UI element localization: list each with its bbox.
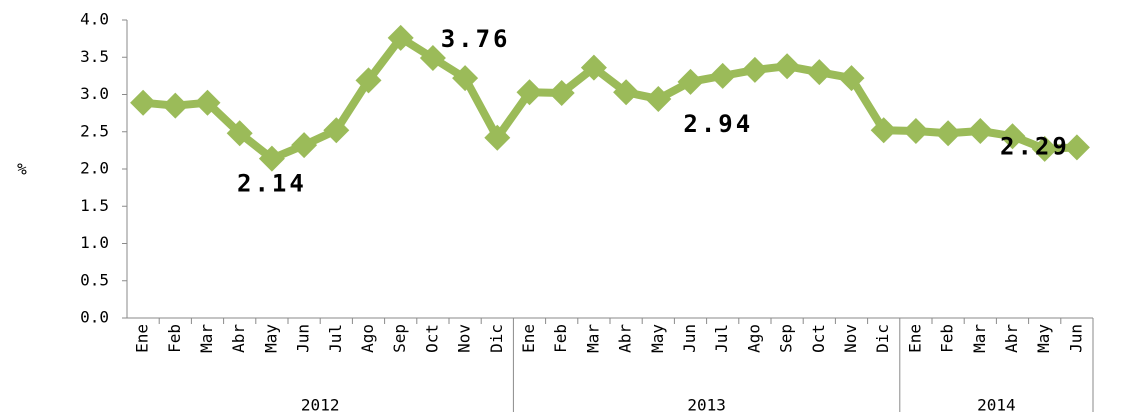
marker	[645, 85, 672, 112]
x-tick-label: Feb	[551, 324, 570, 353]
y-tick-label: 0.0	[80, 308, 109, 327]
marker	[548, 80, 575, 107]
x-tick-label: Dic	[487, 324, 506, 353]
y-tick-label: 4.0	[80, 10, 109, 29]
marker	[741, 56, 768, 83]
marker	[613, 79, 640, 106]
y-tick-label: 2.0	[80, 159, 109, 178]
marker	[452, 65, 479, 92]
marker	[935, 120, 962, 147]
marker	[387, 24, 414, 51]
x-tick-label: Sep	[777, 324, 796, 353]
line	[142, 33, 1078, 163]
x-tick-label: Ago	[744, 324, 763, 353]
group-label: 2013	[687, 396, 726, 412]
marker	[323, 117, 350, 144]
x-tick-label: Dic	[873, 324, 892, 353]
marker	[870, 117, 897, 144]
marker	[709, 62, 736, 89]
x-tick-label: Mar	[197, 324, 216, 353]
marker	[226, 120, 253, 147]
data-label: 2.29	[1000, 132, 1070, 160]
x-tick-label: Mar	[583, 324, 602, 353]
data-label: 3.76	[441, 25, 511, 53]
x-tick-label: Mar	[970, 324, 989, 353]
marker	[580, 54, 607, 81]
x-tick-label: Jun	[294, 324, 313, 353]
marker	[838, 65, 865, 92]
marker	[162, 92, 189, 119]
y-tick-label: 0.5	[80, 270, 109, 289]
y-tick-label: 1.5	[80, 196, 109, 215]
x-tick-label: May	[261, 324, 280, 353]
marker	[355, 67, 382, 94]
x-tick-label: Feb	[938, 324, 957, 353]
marker	[774, 53, 801, 80]
x-tick-label: Abr	[229, 324, 248, 353]
data-label: 2.14	[237, 170, 307, 198]
y-tick-label: 3.0	[80, 84, 109, 103]
x-tick-label: Ene	[519, 324, 538, 353]
y-axis-label: %	[17, 160, 27, 179]
x-tick-label: Ene	[133, 324, 152, 353]
data-label: 2.94	[683, 110, 753, 138]
x-tick-label: May	[648, 324, 667, 353]
marker	[999, 123, 1026, 150]
marker	[902, 118, 929, 145]
marker	[806, 59, 833, 86]
y-tick-label: 1.0	[80, 233, 109, 252]
marker	[419, 44, 446, 71]
y-tick-label: 2.5	[80, 121, 109, 140]
group-label: 2014	[977, 396, 1016, 412]
y-tick-label: 3.5	[80, 47, 109, 66]
x-tick-label: Jun	[1066, 324, 1085, 353]
marker	[130, 89, 157, 116]
x-tick-label: May	[1034, 324, 1053, 353]
x-tick-label: Nov	[841, 324, 860, 353]
marker	[516, 79, 543, 106]
x-tick-label: Abr	[1002, 324, 1021, 353]
marker	[1031, 135, 1058, 162]
x-tick-label: Oct	[809, 324, 828, 353]
marker	[677, 68, 704, 95]
x-tick-label: Oct	[422, 324, 441, 353]
x-tick-label: Ago	[358, 324, 377, 353]
marker	[258, 145, 285, 172]
x-tick-label: Jul	[326, 324, 345, 353]
x-tick-label: Jun	[680, 324, 699, 353]
x-tick-label: Sep	[390, 324, 409, 353]
x-tick-label: Feb	[165, 324, 184, 353]
group-label: 2012	[301, 396, 340, 412]
x-tick-label: Jul	[712, 324, 731, 353]
marker	[1063, 134, 1090, 161]
marker	[484, 124, 511, 151]
marker	[291, 132, 318, 159]
marker	[967, 118, 994, 145]
x-tick-label: Nov	[455, 324, 474, 353]
marker	[194, 89, 221, 116]
x-tick-label: Ene	[905, 324, 924, 353]
x-tick-label: Abr	[616, 324, 635, 353]
